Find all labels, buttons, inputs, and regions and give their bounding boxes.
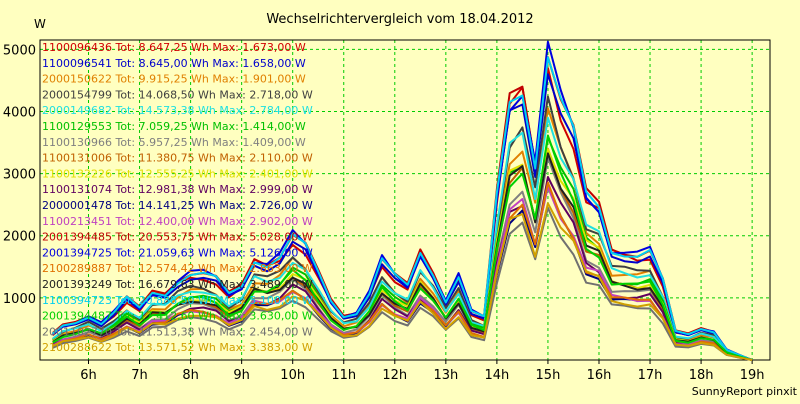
series-lines xyxy=(52,40,753,361)
x-tick-label: 18h xyxy=(689,368,714,383)
series-line-5 xyxy=(52,116,753,361)
x-tick-label: 17h xyxy=(638,368,663,383)
y-axis-label: W xyxy=(34,17,46,31)
tick-labels: 1000 2000 3000 4000 5000 6h 7h 8h 9h 10h 11h 12h 13h… xyxy=(3,43,765,383)
series-line-7 xyxy=(52,156,753,361)
x-tick-label: 6h xyxy=(80,368,97,383)
legend-entry-6: 1100129553 Tot: 7.059,25 Wh Max: 1.414,0… xyxy=(42,120,306,133)
legend-entry-19: 2001102770 Tot: 11.513,38 Wh Max: 2.454,… xyxy=(42,325,313,338)
series-line-12 xyxy=(52,186,753,361)
x-tick-label: 12h xyxy=(382,368,407,383)
x-tick-label: 9h xyxy=(233,368,250,383)
legend-entry-17: 1100394723 Tot: 20.888,50 Wh Max: 5.100,… xyxy=(42,294,313,307)
x-tick-label: 15h xyxy=(536,368,561,383)
legend: 1100096436 Tot: 8.647,25 Wh Max: 1.673,0… xyxy=(42,41,313,354)
series-line-18 xyxy=(52,134,753,361)
series-line-20 xyxy=(52,202,753,361)
chart-footer: SunnyReport pinxit xyxy=(692,385,798,398)
y-tick-label: 3000 xyxy=(3,168,36,183)
x-tick-label: 8h xyxy=(182,368,199,383)
series-line-17 xyxy=(52,56,753,361)
legend-entry-20: 2100288622 Tot: 13.571,52 Wh Max: 3.383,… xyxy=(42,341,313,354)
chart-title: Wechselrichtervergleich vom 18.04.2012 xyxy=(266,12,533,27)
legend-entry-10: 1100131074 Tot: 12.981,38 Wh Max: 2.999,… xyxy=(42,183,313,196)
legend-entry-1: 1100096436 Tot: 8.647,25 Wh Max: 1.673,0… xyxy=(42,41,306,54)
x-tick-label: 19h xyxy=(740,368,765,383)
x-tick-label: 10h xyxy=(280,368,305,383)
x-tick-label: 14h xyxy=(484,368,509,383)
x-tick-label: 11h xyxy=(331,368,356,383)
y-tick-label: 2000 xyxy=(3,230,36,245)
legend-entry-11: 2000001478 Tot: 14.141,25 Wh Max: 2.726,… xyxy=(42,199,313,212)
plot-frame xyxy=(39,39,771,361)
legend-entry-4: 2000154799 Tot: 14.068,50 Wh Max: 2.718,… xyxy=(42,88,313,101)
x-tick-label: 7h xyxy=(131,368,148,383)
x-tick-label: 16h xyxy=(587,368,612,383)
series-line-2 xyxy=(52,73,753,361)
legend-entry-14: 2001394725 Tot: 21.059,63 Wh Max: 5.126,… xyxy=(42,246,313,259)
y-tick-label: 4000 xyxy=(3,105,36,120)
legend-entry-3: 2000150622 Tot: 9.915,25 Wh Max: 1.901,0… xyxy=(42,73,306,86)
legend-entry-2: 1100096541 Tot: 8.645,00 Wh Max: 1.658,0… xyxy=(42,57,306,70)
legend-entry-7: 1100130966 Tot: 5.957,25 Wh Max: 1.409,0… xyxy=(42,136,306,149)
legend-entry-15: 2100289887 Tot: 12.574,42 Wh Max: 2.863,… xyxy=(42,262,313,275)
legend-entry-5: 2000149682 Tot: 14.573,38 Wh Max: 2.784,… xyxy=(42,104,313,117)
legend-entry-12: 1100213451 Tot: 12.400,00 Wh Max: 2.902,… xyxy=(42,215,313,228)
legend-entry-16: 2001393249 Tot: 16.679,63 Wh Max: 3.489,… xyxy=(42,278,313,291)
legend-entry-18: 2001394487 Tot: 17.412,60 Wh Max: 3.630,… xyxy=(42,310,313,323)
x-tick-label: 13h xyxy=(433,368,458,383)
legend-entry-9: 1100132226 Tot: 12.555,25 Wh Max: 2.401,… xyxy=(42,167,313,180)
y-tick-label: 1000 xyxy=(3,292,36,307)
axes xyxy=(39,39,771,364)
legend-entry-13: 2001394485 Tot: 20.553,75 Wh Max: 5.028,… xyxy=(42,231,313,244)
y-tick-label: 5000 xyxy=(3,43,36,58)
legend-entry-8: 1100131006 Tot: 11.380,75 Wh Max: 2.110,… xyxy=(42,152,313,165)
series-line-19 xyxy=(52,206,753,361)
